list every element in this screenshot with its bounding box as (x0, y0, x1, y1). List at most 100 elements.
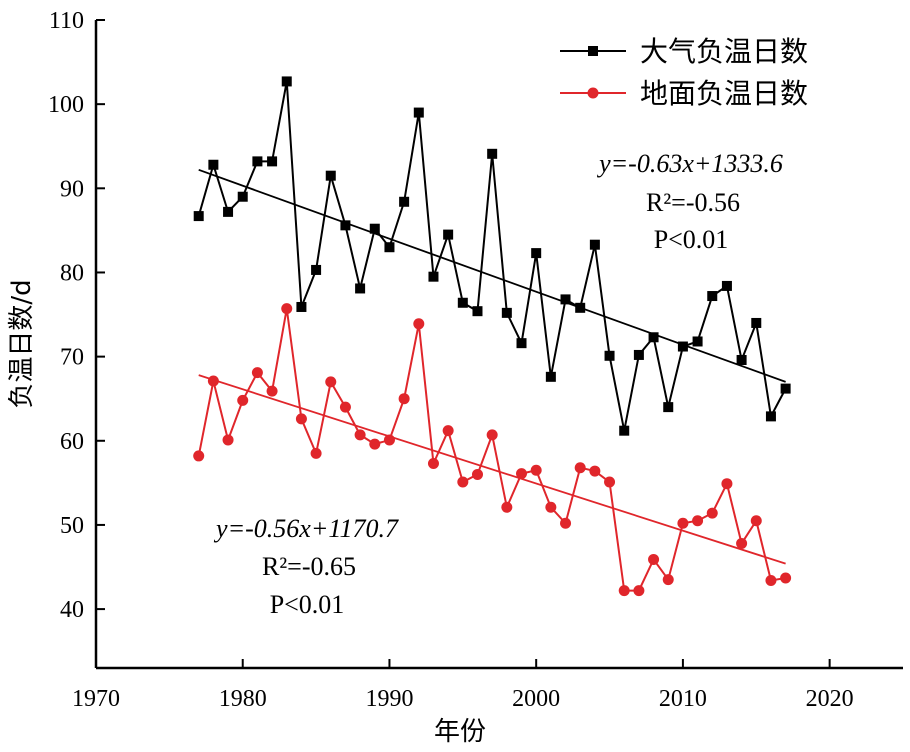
annotation-air-equation: y=-0.63x+1333.6 (596, 149, 783, 178)
data-point-0 (399, 196, 410, 207)
data-point-1 (295, 413, 307, 425)
data-point-1 (736, 537, 748, 549)
legend-marker-ground (587, 87, 599, 99)
data-point-1 (398, 393, 410, 405)
legend-marker-air (588, 46, 598, 56)
y-tick-label: 60 (60, 429, 84, 455)
y-tick-label: 100 (48, 92, 84, 118)
x-tick-label: 1980 (219, 686, 267, 712)
data-point-1 (706, 507, 718, 519)
data-point-1 (721, 478, 733, 490)
data-point-0 (487, 148, 498, 159)
data-point-0 (369, 223, 380, 234)
data-point-0 (237, 191, 248, 202)
data-point-1 (677, 517, 689, 529)
data-point-0 (267, 156, 278, 167)
series-markers (193, 76, 792, 597)
data-point-1 (251, 367, 263, 379)
annotation-air-p: P<0.01 (654, 225, 729, 254)
data-point-0 (413, 107, 424, 118)
annotation-ground-r2: R²=-0.65 (262, 552, 356, 581)
data-point-1 (692, 515, 704, 527)
data-point-1 (207, 375, 219, 387)
data-point-0 (311, 264, 322, 275)
data-point-1 (354, 429, 366, 441)
data-point-1 (486, 429, 498, 441)
data-point-1 (560, 517, 572, 529)
data-point-1 (589, 465, 601, 477)
data-point-1 (383, 434, 395, 446)
data-point-1 (750, 515, 762, 527)
annotation-ground-equation: y=-0.56x+1170.7 (213, 514, 399, 543)
y-tick-label: 110 (49, 8, 84, 34)
data-point-0 (780, 383, 791, 394)
data-point-0 (545, 371, 556, 382)
data-point-0 (575, 302, 586, 313)
legend: 大气负温日数 地面负温日数 (560, 35, 808, 110)
data-point-0 (208, 159, 219, 170)
data-point-0 (707, 291, 718, 302)
data-point-1 (266, 385, 278, 397)
data-point-0 (721, 280, 732, 291)
data-point-0 (340, 220, 351, 231)
y-axis-title: 负温日数/d (7, 279, 37, 408)
data-point-0 (384, 242, 395, 253)
annotation-air: y=-0.63x+1333.6 R²=-0.56 P<0.01 (596, 149, 783, 254)
data-point-0 (223, 206, 234, 217)
data-point-1 (222, 434, 234, 446)
y-tick-label: 80 (60, 260, 84, 286)
data-point-1 (648, 553, 660, 565)
data-point-1 (237, 394, 249, 406)
data-point-1 (442, 425, 454, 437)
data-point-0 (560, 294, 571, 305)
axes (94, 20, 903, 670)
data-point-0 (751, 317, 762, 328)
data-point-0 (457, 297, 468, 308)
data-point-1 (471, 468, 483, 480)
x-tick-label: 1990 (365, 686, 413, 712)
y-tick-label: 90 (60, 176, 84, 202)
data-point-0 (604, 350, 615, 361)
data-point-0 (252, 156, 263, 167)
x-tick-label: 1970 (72, 686, 120, 712)
series-line-0 (197, 81, 787, 431)
data-point-1 (427, 458, 439, 470)
data-point-1 (310, 447, 322, 459)
data-point-0 (648, 332, 659, 343)
data-point-1 (501, 501, 513, 513)
y-tick-label: 40 (60, 597, 84, 623)
data-point-0 (281, 76, 292, 87)
data-point-1 (633, 585, 645, 597)
data-point-1 (339, 401, 351, 413)
data-point-0 (619, 425, 630, 436)
data-point-0 (765, 411, 776, 422)
data-point-0 (355, 283, 366, 294)
data-point-1 (325, 376, 337, 388)
annotation-ground: y=-0.56x+1170.7 R²=-0.65 P<0.01 (213, 514, 399, 619)
data-point-1 (604, 476, 616, 488)
data-point-1 (193, 450, 205, 462)
data-point-0 (633, 349, 644, 360)
data-point-0 (296, 301, 307, 312)
y-tick-label: 50 (60, 513, 84, 539)
y-tick-label: 70 (60, 345, 84, 371)
data-point-0 (516, 338, 527, 349)
data-point-1 (780, 572, 792, 584)
legend-label-ground: 地面负温日数 (640, 77, 808, 110)
data-point-0 (428, 271, 439, 282)
data-point-1 (369, 438, 381, 450)
data-point-1 (516, 468, 528, 480)
data-point-0 (472, 306, 483, 317)
data-point-1 (574, 462, 586, 474)
data-point-0 (736, 354, 747, 365)
x-tick-label: 2010 (659, 686, 707, 712)
data-point-1 (662, 574, 674, 586)
ticks: 1970 1980 1990 2000 2010 2020 40 50 60 70 80 90 100 1… (48, 8, 854, 712)
data-point-0 (325, 170, 336, 181)
data-point-0 (443, 229, 454, 240)
data-point-0 (589, 239, 600, 250)
data-point-1 (545, 501, 557, 513)
annotation-air-r2: R²=-0.56 (646, 188, 740, 217)
data-point-0 (193, 211, 204, 222)
